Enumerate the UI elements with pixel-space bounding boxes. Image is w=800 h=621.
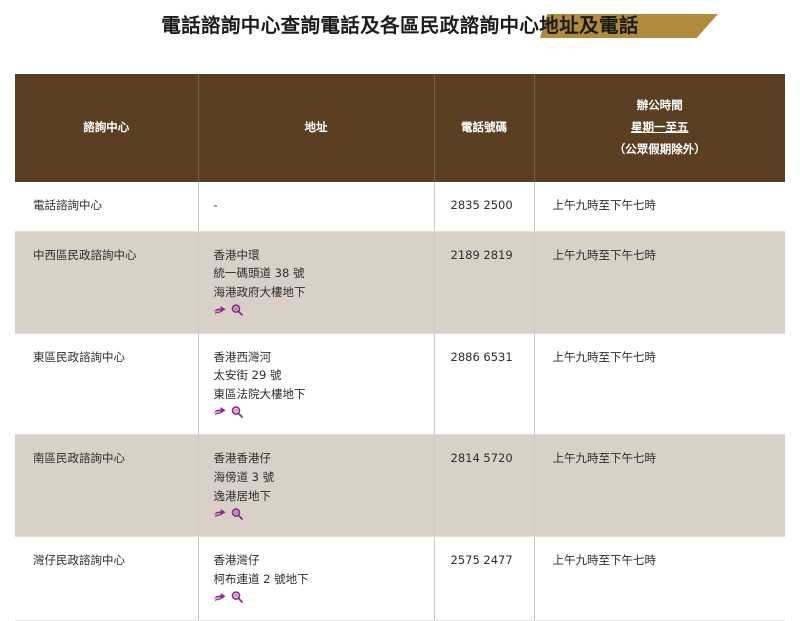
page-header: 電話諮詢中心查詢電話及各區民政諮詢中心地址及電話 (0, 0, 800, 58)
address-line: 太安街 29 號 (213, 368, 282, 383)
table-body: 電話諮詢中心 -2835 2500 上午九時至下午七時 中西區民政諮詢中心 香港中環 統一… (15, 182, 785, 621)
magnifier-icon[interactable] (231, 304, 243, 316)
address-line: 海港政府大樓地下 (213, 284, 306, 299)
cell-center-name: 灣仔民政諮詢中心 (15, 536, 199, 621)
address-line: 統一碼頭道 38 號 (213, 266, 305, 281)
table-row: 南區民政諮詢中心 香港香港仔 海傍道 3 號逸港居地下 2814 5720 上午九時至下… (15, 434, 785, 538)
column-header-phone: 電話號碼 (434, 74, 535, 182)
magnifier-icon[interactable] (231, 591, 243, 603)
map-links[interactable] (213, 590, 422, 604)
cell-address: 香港香港仔海傍道 3 號逸港居地下 (198, 434, 435, 538)
enquiry-centers-table: 諮詢中心 地址 電話號碼 辦公時間 星期一至五 （公眾假期除外） 電話諮詢中心 -… (15, 74, 785, 621)
cell-center-name: 南區民政諮詢中心 (15, 434, 199, 538)
table-row: 中西區民政諮詢中心 香港中環 統一碼頭道 38 號海港政府大樓地下 2189 2819… (15, 231, 785, 334)
cell-office-hours: 上午九時至下午七時 (534, 434, 785, 538)
pointing-hand-icon[interactable] (213, 592, 227, 603)
office-hours-weekdays-label: 星期一至五 (631, 120, 689, 135)
table-row: 東區民政諮詢中心 香港西灣河 太安街 29 號東區法院大樓地下 2886 6531 上午… (15, 333, 785, 436)
cell-phone-number: 2189 2819 (434, 231, 535, 334)
table-row: 電話諮詢中心 - 2835 2500 上午九時至下午七時 (15, 182, 785, 232)
cell-phone-number: 2814 5720 (434, 434, 535, 538)
map-links[interactable] (213, 303, 422, 317)
address-line: 香港香港仔 (213, 451, 272, 466)
cell-phone-number: 2835 2500 (434, 182, 535, 232)
column-header-address: 地址 (198, 74, 435, 182)
cell-office-hours: 上午九時至下午七時 (534, 333, 785, 436)
address-line: 柯布連道 2 號地下 (213, 571, 309, 586)
title-gold-banner-decoration (540, 14, 718, 38)
address-line: 香港中環 (213, 247, 260, 262)
pointing-hand-icon[interactable] (213, 305, 227, 316)
cell-office-hours: 上午九時至下午七時 (534, 231, 785, 334)
office-hours-label: 辦公時間 (636, 98, 683, 113)
column-header-office-hours: 辦公時間 星期一至五 （公眾假期除外） (534, 74, 785, 182)
address-line: 香港西灣河 (213, 349, 272, 364)
address-line: - (213, 198, 218, 212)
address-line: 香港灣仔 (213, 553, 260, 568)
cell-center-name: 電話諮詢中心 (15, 182, 199, 232)
cell-center-name: 中西區民政諮詢中心 (15, 231, 199, 334)
cell-address: 香港中環統一碼頭道 38 號海港政府大樓地下 (198, 231, 435, 334)
pointing-hand-icon[interactable] (213, 406, 227, 417)
address-line: 東區法院大樓地下 (213, 386, 306, 401)
pointing-hand-icon[interactable] (213, 508, 227, 519)
table-header-row: 諮詢中心 地址 電話號碼 辦公時間 星期一至五 （公眾假期除外） (15, 74, 785, 182)
magnifier-icon[interactable] (231, 406, 243, 418)
cell-center-name: 東區民政諮詢中心 (15, 333, 199, 436)
cell-address: 香港西灣河太安街 29 號東區法院大樓地下 (198, 333, 435, 436)
table-row: 灣仔民政諮詢中心 香港灣仔 柯布連道 2 號地下 2575 2477 上午九時至下午七時 (15, 536, 785, 621)
map-links[interactable] (213, 506, 422, 520)
cell-office-hours: 上午九時至下午七時 (534, 182, 785, 232)
map-links[interactable] (213, 404, 422, 418)
cell-address: - (198, 182, 435, 232)
cell-office-hours: 上午九時至下午七時 (534, 536, 785, 621)
magnifier-icon[interactable] (231, 508, 243, 520)
cell-address: 香港灣仔柯布連道 2 號地下 (198, 536, 435, 621)
cell-phone-number: 2575 2477 (434, 536, 535, 621)
page-title: 電話諮詢中心查詢電話及各區民政諮詢中心地址及電話 (161, 14, 639, 37)
address-line: 逸港居地下 (213, 488, 272, 503)
column-header-center: 諮詢中心 (15, 74, 199, 182)
cell-phone-number: 2886 6531 (434, 333, 535, 436)
centers-table-container: 諮詢中心 地址 電話號碼 辦公時間 星期一至五 （公眾假期除外） 電話諮詢中心 -… (15, 74, 785, 621)
office-hours-holiday-note: （公眾假期除外） (613, 141, 706, 156)
address-line: 海傍道 3 號 (213, 470, 275, 484)
